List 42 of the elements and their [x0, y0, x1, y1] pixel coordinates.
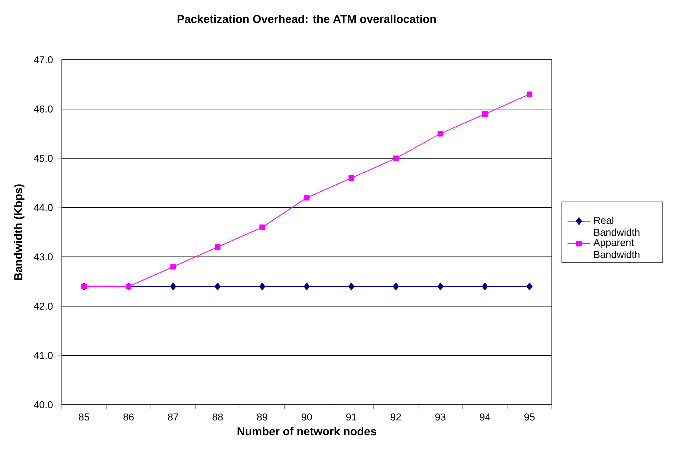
- point: [526, 92, 533, 98]
- point: [170, 264, 176, 270]
- y-tick-label: 44.0: [34, 204, 53, 212]
- y-tick-label: 47.0: [34, 56, 53, 64]
- point: [170, 282, 176, 291]
- point: [214, 282, 221, 291]
- x-tick-label: 93: [436, 414, 446, 421]
- point: [304, 282, 310, 291]
- y-tick-label: 45.0: [34, 155, 53, 162]
- x-tick-label: 87: [168, 414, 178, 421]
- x-axis-title: Number of network nodes: [238, 427, 376, 436]
- point: [482, 282, 488, 291]
- y-tick-label: 41.0: [34, 352, 53, 360]
- point: [304, 195, 310, 201]
- x-tick-label: 92: [390, 414, 402, 421]
- x-tick-label: 94: [480, 414, 490, 421]
- point: [438, 282, 444, 291]
- point: [348, 175, 354, 182]
- y-tick-label: 40.0: [34, 401, 53, 409]
- chart-title: Packetization Overhead: the ATM overallocation: [178, 14, 436, 24]
- point: [482, 111, 488, 118]
- y-axis-title: Bandwidth (Kbps): [14, 184, 25, 280]
- point: [438, 131, 444, 137]
- x-tick-label: 88: [212, 414, 224, 421]
- y-tick-label: 43.0: [34, 254, 53, 261]
- point: [215, 244, 221, 250]
- x-tick-label: 95: [524, 414, 535, 421]
- x-tick-label: 91: [346, 414, 357, 421]
- legend-label: Apparent Bandwidth: [594, 239, 640, 258]
- legend-label: Real Bandwidth: [594, 216, 640, 236]
- point: [393, 282, 400, 291]
- x-tick-label: 86: [124, 414, 134, 421]
- point: [260, 224, 266, 230]
- point: [393, 156, 399, 162]
- y-tick-label: 42.0: [34, 302, 53, 310]
- x-tick-label: 85: [79, 414, 90, 421]
- point: [526, 282, 533, 291]
- point: [259, 282, 266, 291]
- x-tick-label: 90: [302, 414, 312, 421]
- point: [348, 282, 355, 291]
- x-tick-label: 89: [257, 414, 268, 421]
- y-tick-label: 46.0: [34, 106, 53, 113]
